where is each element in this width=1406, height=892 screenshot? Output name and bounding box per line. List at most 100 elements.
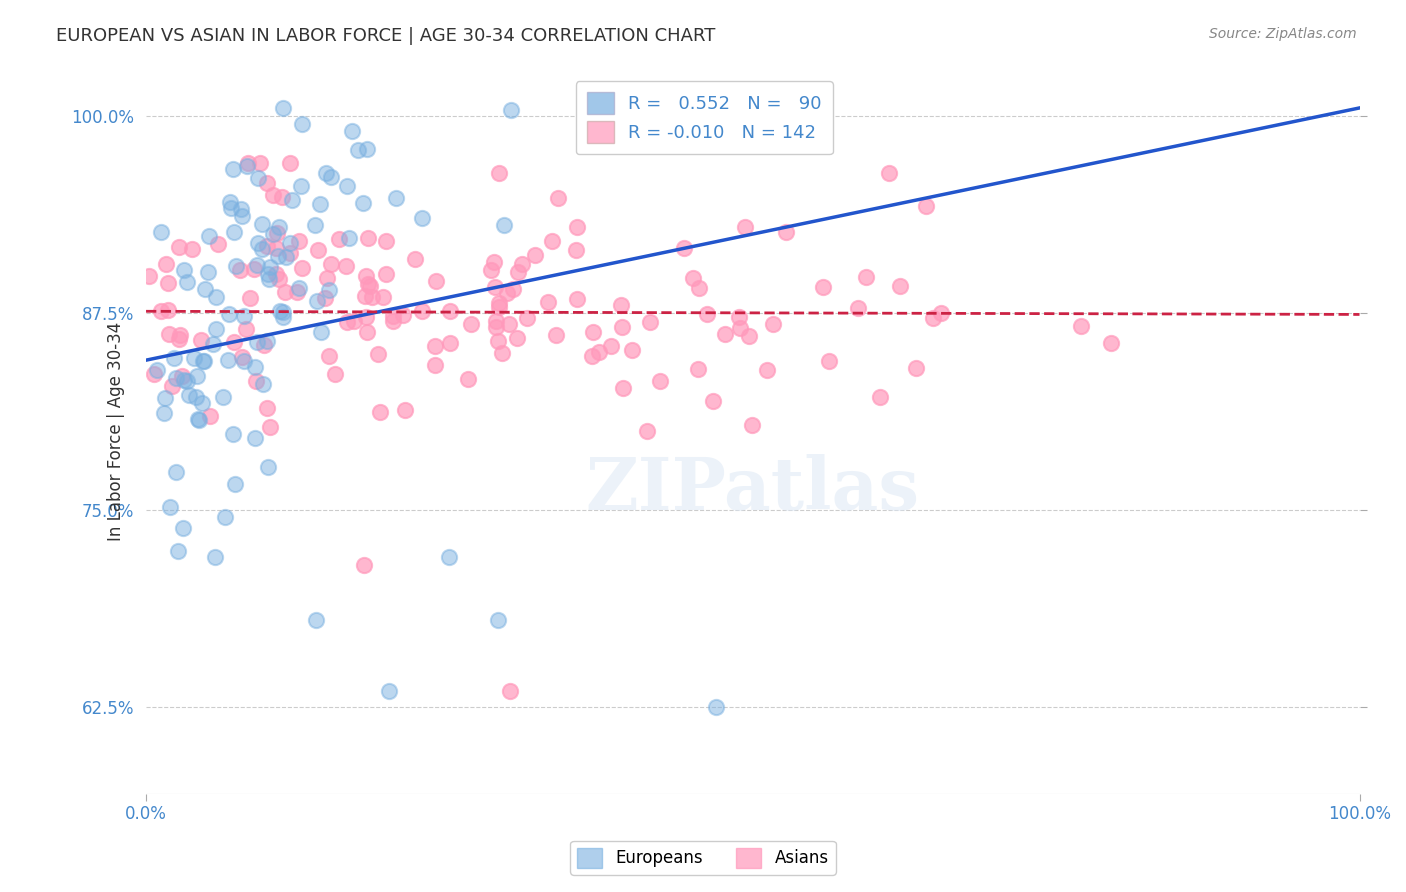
Point (150, 225, 173, 239)
Point (193, 354, 215, 368)
Point (485, 314, 508, 328)
Point (267, 249, 290, 263)
Point (728, 310, 751, 325)
Point (157, 303, 180, 318)
Point (636, 424, 658, 438)
Point (537, 294, 560, 309)
Point (172, 521, 194, 535)
Point (190, 396, 212, 410)
Point (243, 359, 266, 374)
Point (224, 477, 246, 491)
Point (486, 613, 509, 627)
Point (485, 319, 508, 334)
Point (321, 257, 343, 271)
Point (524, 248, 547, 262)
Point (516, 311, 538, 326)
Point (361, 290, 384, 304)
Point (638, 314, 661, 328)
Point (496, 285, 519, 300)
Point (176, 275, 198, 289)
Legend: R =   0.552   N =   90, R = -0.010   N = 142: R = 0.552 N = 90, R = -0.010 N = 142 (576, 81, 832, 154)
Point (352, 196, 374, 211)
Point (846, 301, 869, 316)
Point (315, 271, 337, 285)
Point (484, 279, 506, 293)
Point (262, 188, 284, 202)
Point (373, 289, 395, 303)
Point (877, 166, 900, 180)
Point (271, 190, 294, 204)
Point (354, 289, 377, 303)
Point (734, 220, 756, 235)
Point (222, 335, 245, 350)
Point (224, 226, 246, 240)
Point (547, 191, 569, 205)
Point (204, 549, 226, 564)
Point (305, 293, 328, 308)
Point (305, 613, 328, 627)
Point (356, 277, 378, 292)
Point (673, 241, 696, 255)
Point (149, 303, 172, 318)
Point (249, 156, 271, 170)
Point (155, 257, 177, 271)
Point (204, 322, 226, 336)
Point (439, 335, 461, 350)
Point (191, 354, 214, 368)
Point (219, 201, 242, 215)
Point (194, 282, 217, 296)
Point (359, 278, 381, 293)
Point (377, 684, 399, 698)
Point (696, 306, 718, 320)
Point (460, 317, 482, 331)
Point (188, 412, 211, 426)
Point (342, 124, 364, 138)
Point (367, 347, 389, 361)
Point (688, 281, 710, 295)
Point (259, 260, 281, 274)
Point (197, 265, 219, 279)
Point (143, 367, 166, 381)
Point (170, 368, 193, 383)
Point (236, 159, 259, 173)
Point (588, 345, 610, 359)
Point (508, 264, 530, 278)
Point (281, 194, 304, 208)
Point (818, 354, 841, 368)
Point (307, 244, 329, 258)
Point (256, 460, 278, 475)
Point (266, 241, 288, 255)
Point (202, 336, 225, 351)
Point (738, 329, 761, 343)
Point (246, 236, 269, 251)
Point (146, 362, 169, 376)
Point (278, 236, 301, 251)
Point (347, 143, 370, 157)
Point (385, 191, 408, 205)
Point (269, 220, 291, 235)
Point (889, 279, 911, 293)
Point (186, 390, 208, 404)
Point (457, 372, 479, 386)
Point (311, 325, 333, 339)
Point (775, 225, 797, 239)
Point (138, 268, 160, 283)
Point (153, 391, 176, 405)
Point (167, 239, 190, 253)
Point (252, 377, 274, 392)
Point (482, 255, 505, 269)
Point (290, 178, 312, 193)
Point (755, 363, 778, 377)
Point (250, 242, 273, 256)
Point (181, 242, 204, 256)
Point (198, 409, 221, 424)
Point (486, 334, 509, 349)
Point (411, 304, 433, 318)
Point (336, 315, 359, 329)
Point (309, 196, 332, 211)
Point (905, 360, 928, 375)
Point (219, 194, 242, 209)
Point (356, 142, 378, 156)
Point (730, 321, 752, 335)
Point (688, 362, 710, 376)
